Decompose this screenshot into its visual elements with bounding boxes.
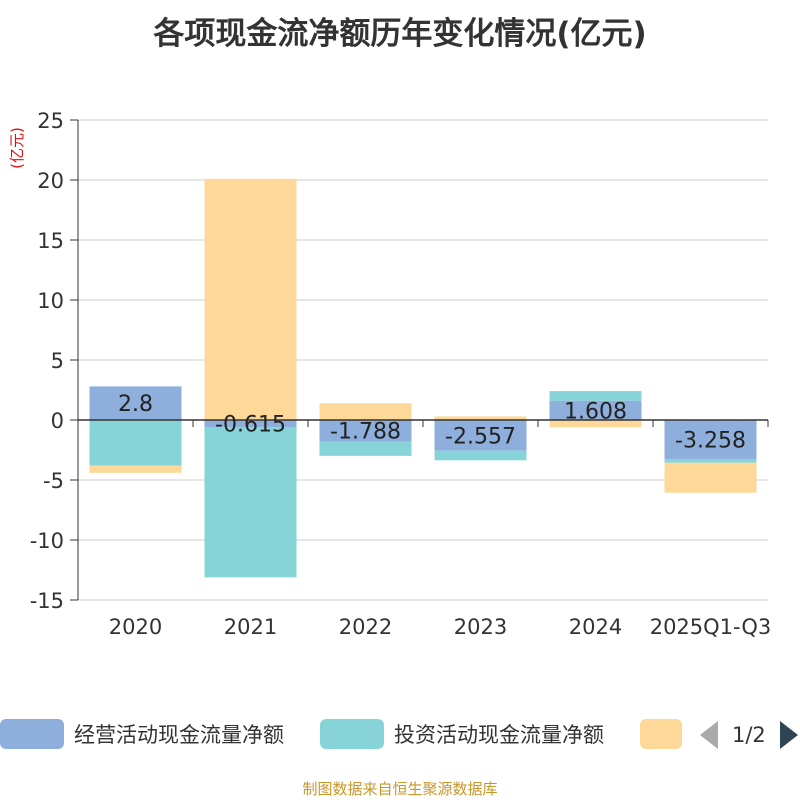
next-page-icon[interactable]	[779, 721, 798, 749]
y-tick-label: 25	[37, 109, 64, 133]
prev-page-icon[interactable]	[700, 721, 718, 749]
y-tick-label: 5	[51, 349, 64, 373]
y-tick-label: 0	[51, 409, 64, 433]
bar-operating	[204, 420, 297, 428]
bar-financing	[549, 420, 642, 428]
legend-label-investing: 投资活动现金流量净额	[394, 723, 604, 747]
grid-lines	[78, 119, 768, 601]
y-tick-label: -15	[30, 589, 64, 613]
bar-operating	[434, 420, 527, 451]
bar-investing	[549, 391, 642, 401]
y-tick-label: 10	[37, 289, 64, 313]
bar-investing	[204, 427, 297, 578]
bar-operating	[549, 400, 642, 420]
bar-financing	[319, 403, 412, 420]
legend-item-financing[interactable]	[640, 716, 682, 752]
y-axis-label: (亿元)	[8, 127, 26, 169]
bar-group	[89, 178, 757, 578]
page-indicator: 1/2	[732, 723, 766, 747]
data-label: -1.788	[330, 420, 401, 445]
x-tick-label: 2020	[109, 615, 162, 639]
y-tick-label: 15	[37, 229, 64, 253]
legend-swatch-operating	[0, 719, 64, 749]
chart-title: 各项现金流净额历年变化情况(亿元)	[153, 16, 647, 52]
data-label: -3.258	[675, 429, 746, 454]
y-tick-label: -10	[30, 529, 64, 553]
legend-item-investing[interactable]: 投资活动现金流量净额	[320, 716, 604, 752]
bar-operating	[89, 386, 182, 420]
legend-pager: 1/2	[700, 718, 798, 752]
bar-investing	[434, 450, 527, 461]
x-tick-label: 2021	[224, 615, 277, 639]
axes: 25 20 15 10 5 0 -5 -10 -15 (亿元)	[8, 109, 769, 613]
bar-operating	[664, 420, 757, 460]
bar-financing	[204, 178, 297, 420]
bar-investing	[664, 459, 757, 463]
y-tick-label: -5	[43, 469, 64, 493]
bar-investing	[319, 441, 412, 456]
x-tick-label: 2024	[569, 615, 622, 639]
x-tick-label: 2023	[454, 615, 507, 639]
bar-investing	[89, 420, 182, 466]
x-tick-label: 2022	[339, 615, 392, 639]
data-label: -2.557	[445, 424, 516, 449]
bar-financing	[89, 465, 182, 473]
legend-item-operating[interactable]: 经营活动现金流量净额	[0, 716, 284, 752]
data-label: 1.608	[564, 399, 627, 424]
data-label: -0.615	[215, 413, 286, 438]
bar-operating	[319, 420, 412, 442]
data-labels: 2020 2021 2022 2023 2024 2025Q1-Q3 2.8 -0.615 -1…	[109, 392, 772, 639]
legend-swatch-investing	[320, 719, 384, 749]
legend-label-operating: 经营活动现金流量净额	[74, 723, 284, 747]
bar-financing	[664, 462, 757, 493]
x-tick-label: 2025Q1-Q3	[650, 615, 772, 639]
source-footer: 制图数据来自恒生聚源数据库	[302, 780, 498, 798]
legend-swatch-financing	[640, 719, 682, 749]
y-tick-label: 20	[37, 169, 64, 193]
data-label: 2.8	[118, 392, 153, 417]
bar-financing	[434, 416, 527, 420]
